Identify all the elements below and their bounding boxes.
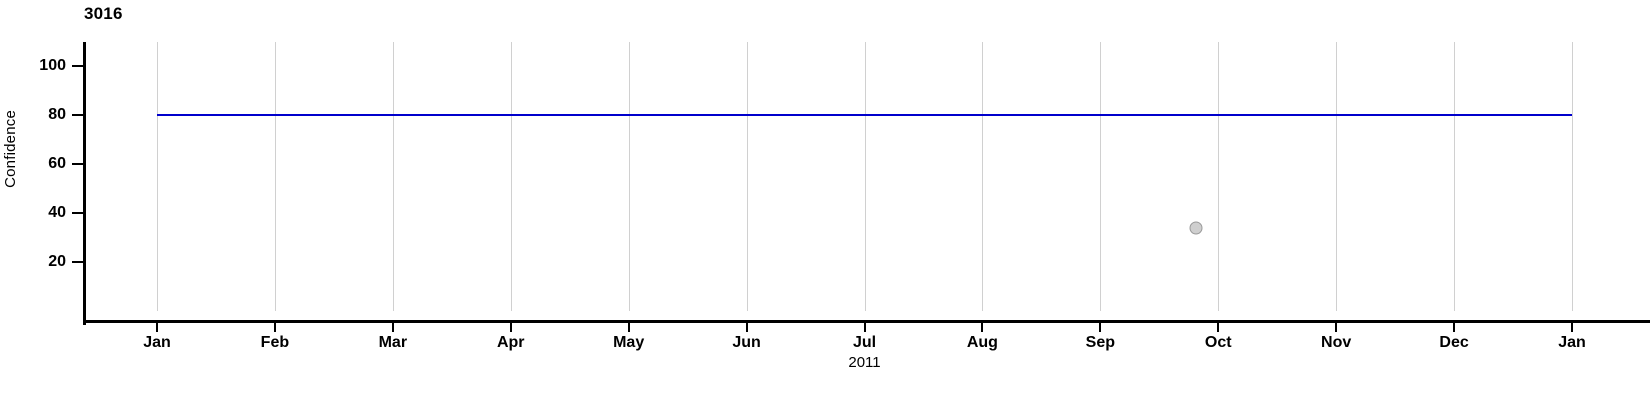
y-axis-tick-label: 60 [48,155,66,173]
grid-line-vertical [982,42,984,311]
grid-line-vertical [1572,42,1573,311]
y-axis-tick [72,261,83,264]
x-axis-tick-label: Apr [496,334,525,351]
y-axis-tick [72,65,83,68]
x-axis-tick [391,323,394,332]
y-axis-tick-label: 40 [48,204,66,222]
x-axis-group-label: 2011 [848,354,881,371]
x-axis-tick [627,323,630,332]
x-axis-tick-label: Dec [1439,334,1469,351]
grid-line-vertical [392,42,394,311]
x-axis-tick [745,323,748,332]
grid-line-vertical [628,42,630,311]
y-axis-tick-label: 20 [48,253,66,271]
x-axis-line [84,320,1650,323]
x-axis-tick-label: Oct [1204,334,1232,351]
x-axis-tick [156,323,158,332]
x-axis-tick-label: Nov [1321,334,1352,351]
x-axis-tick [1453,323,1456,332]
grid-line-vertical [1336,42,1338,311]
grid-line-vertical [1454,42,1456,311]
x-axis-tick-label: Jul [852,334,877,351]
x-axis-tick [863,323,866,332]
y-axis-tick [72,212,83,215]
grid-line-vertical [1100,42,1102,311]
y-axis-tick-label: 80 [48,106,66,124]
x-axis-tick-label: Feb [260,334,290,351]
y-axis-tick-label: 100 [39,57,66,75]
x-axis-tick-label: Jun [732,334,761,351]
x-axis-tick-label: Mar [378,334,408,351]
grid-line-vertical [157,42,158,311]
y-axis-line [83,42,86,325]
data-point-marker[interactable] [1189,221,1203,235]
x-axis-tick-label: Sep [1085,334,1115,351]
x-axis-tick [273,323,276,332]
y-axis-tick [72,114,83,117]
x-axis-tick [1571,323,1573,332]
chart-title: 3016 [84,4,123,23]
grid-line-vertical [274,42,276,311]
x-axis-tick [1335,323,1338,332]
x-axis-tick [981,323,984,332]
x-axis-tick-label: Aug [966,334,998,351]
y-axis-tick [72,163,83,166]
grid-line-vertical [864,42,866,311]
x-axis-tick [1099,323,1102,332]
grid-line-vertical [746,42,748,311]
y-axis-title: Confidence [2,110,19,188]
x-axis-tick-label: May [613,334,645,351]
x-axis-tick-label: Jan [143,334,171,351]
threshold-line [157,114,1572,117]
grid-line-vertical [510,42,512,311]
x-axis-tick-label: Jan [1558,334,1586,351]
grid-line-vertical [1218,42,1220,311]
x-axis-tick [509,323,512,332]
x-axis-tick [1217,323,1220,332]
